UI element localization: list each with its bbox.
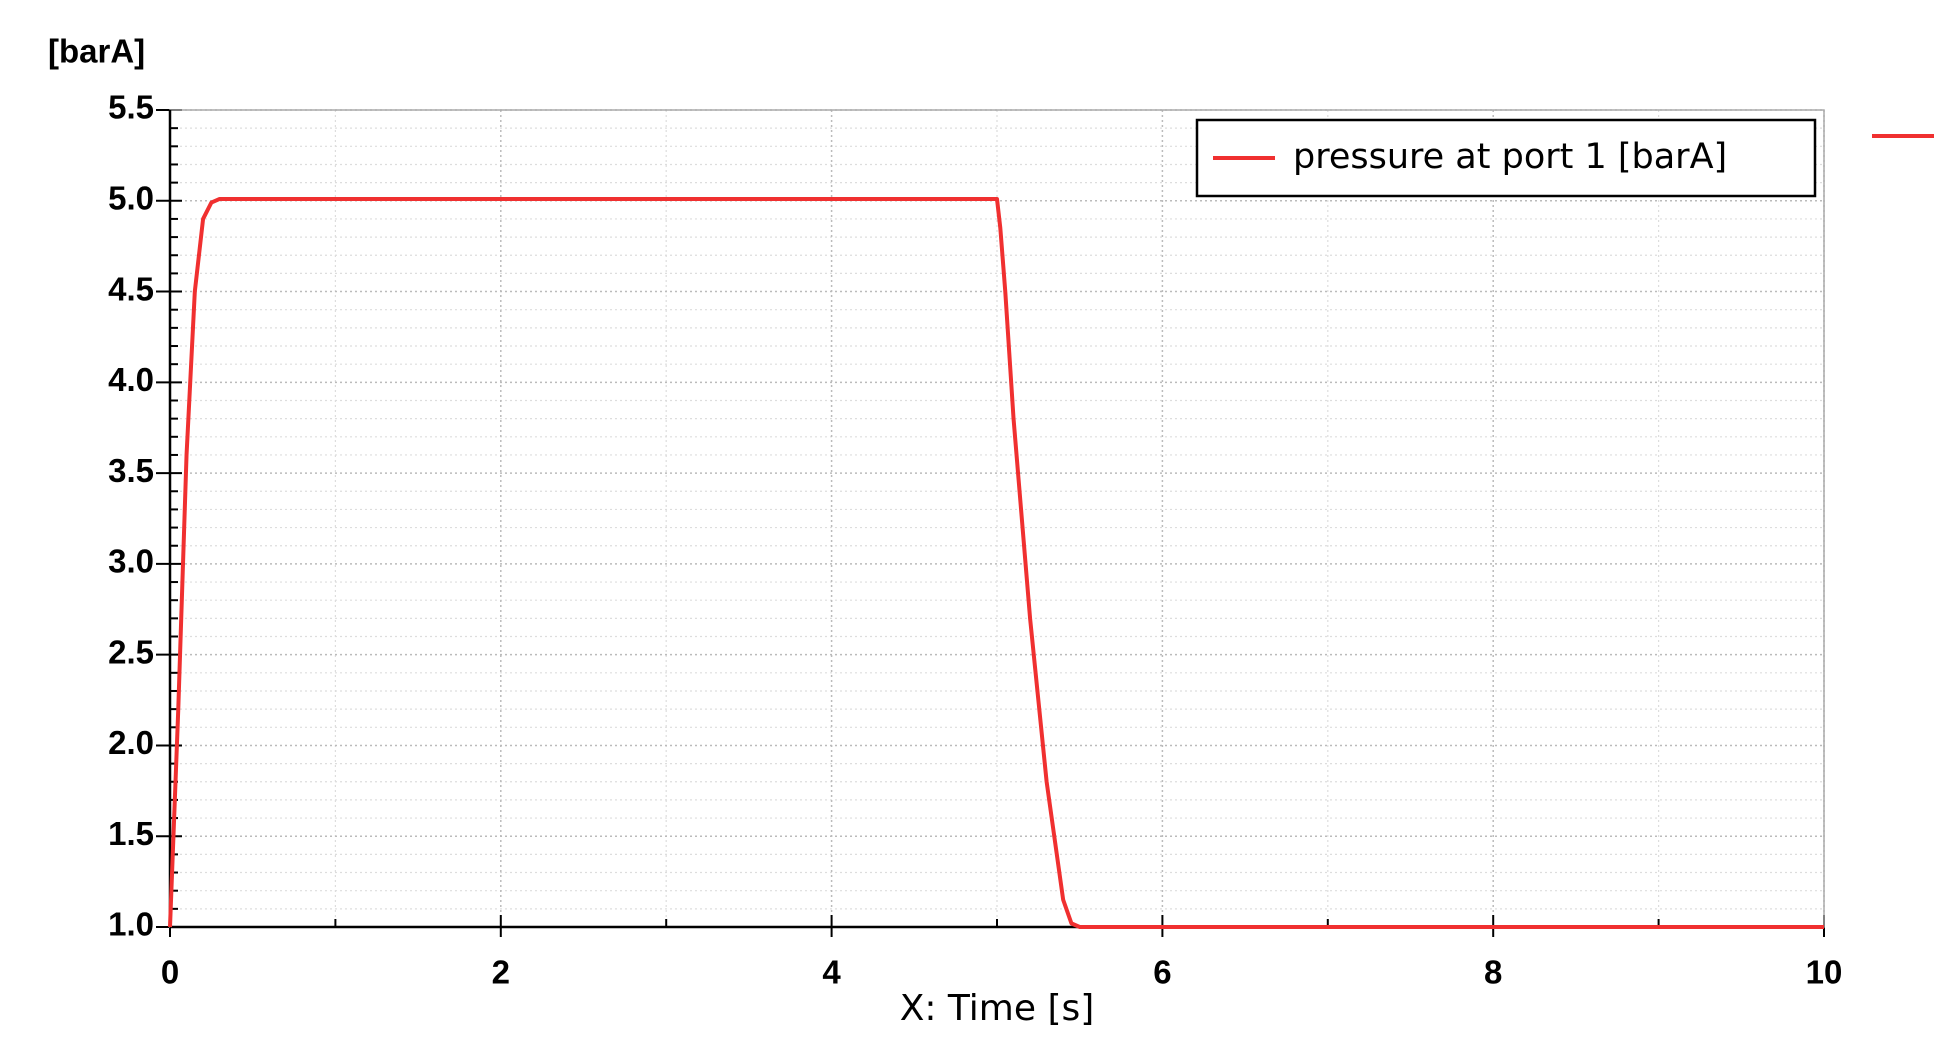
data-line bbox=[168, 196, 1824, 929]
x-tick-label: 8 bbox=[1484, 954, 1502, 991]
y-tick-label: 5.0 bbox=[108, 179, 154, 216]
y-tick-label: 4.0 bbox=[108, 361, 154, 398]
x-axis-label: X: Time [s] bbox=[900, 988, 1095, 1029]
legend-label: pressure at port 1 [barA] bbox=[1293, 137, 1727, 177]
y-tick-label: 2.0 bbox=[108, 724, 154, 761]
y-tick-label: 3.0 bbox=[108, 543, 154, 580]
y-tick-label: 4.5 bbox=[108, 270, 154, 307]
legend-box bbox=[1195, 118, 1817, 198]
y-tick-label: 5.5 bbox=[108, 89, 154, 126]
y-tick-label: 3.5 bbox=[108, 452, 154, 489]
x-tick-label: 6 bbox=[1153, 954, 1171, 991]
y-tick-label: 1.5 bbox=[108, 815, 154, 852]
x-tick-label: 0 bbox=[161, 954, 179, 991]
y-tick-label: 2.5 bbox=[108, 633, 154, 670]
y-axis-label: [barA] bbox=[48, 33, 145, 70]
x-tick-label: 4 bbox=[822, 954, 841, 991]
y-tick-label: 1.0 bbox=[108, 906, 154, 943]
x-tick-label: 2 bbox=[492, 954, 510, 991]
x-tick-label: 10 bbox=[1806, 954, 1843, 991]
plot-frame bbox=[169, 109, 1825, 928]
